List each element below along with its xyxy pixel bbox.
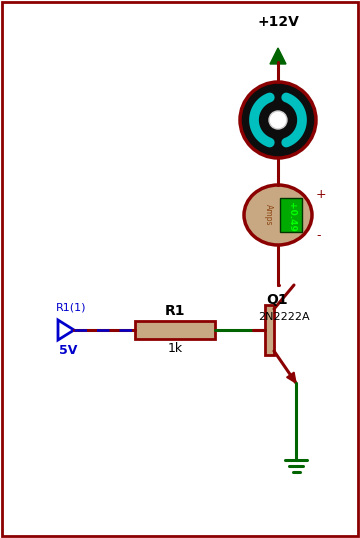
Bar [280, 198, 302, 232]
Text: Q1: Q1 [266, 293, 288, 307]
Text: Amps: Amps [264, 204, 273, 226]
Text: +12V: +12V [257, 15, 299, 29]
Bar [135, 321, 215, 339]
Text: 5V: 5V [59, 344, 77, 357]
Text: -: - [316, 230, 320, 243]
Polygon shape [270, 48, 286, 64]
Text: R1: R1 [165, 304, 185, 318]
Text: 2N2222A: 2N2222A [258, 312, 310, 322]
Text: 1k: 1k [167, 343, 183, 356]
Text: +0.49: +0.49 [287, 202, 296, 232]
Circle shape [269, 111, 287, 129]
Circle shape [240, 82, 316, 158]
Bar [265, 305, 274, 355]
Polygon shape [287, 372, 296, 383]
Text: R1(1): R1(1) [56, 303, 86, 313]
Ellipse shape [244, 185, 312, 245]
Text: +: + [316, 188, 327, 201]
